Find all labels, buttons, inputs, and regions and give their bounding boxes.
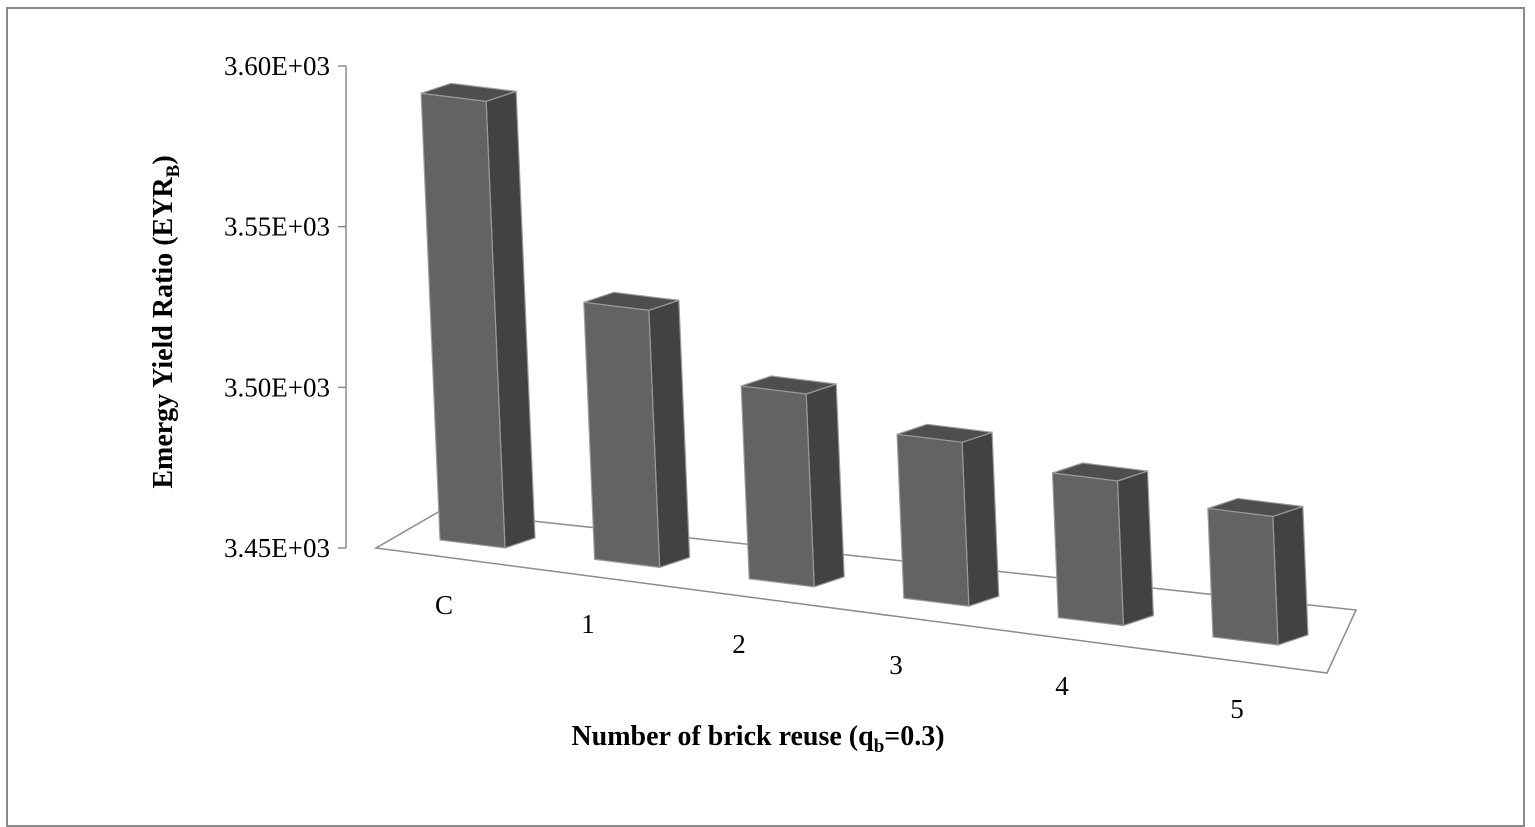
- x-tick-label: 5: [1230, 694, 1244, 724]
- bar-front: [1207, 507, 1279, 646]
- bar-front: [583, 301, 661, 569]
- x-axis-title: Number of brick reuse (qb=0.3): [571, 721, 944, 757]
- y-tick-label: 3.60E+03: [224, 51, 330, 81]
- y-tick-labels: 3.45E+03 3.50E+03 3.55E+03 3.60E+03: [224, 51, 346, 563]
- bar-front: [420, 92, 506, 549]
- y-tick-label: 3.50E+03: [224, 372, 330, 402]
- x-tick-label: 3: [889, 650, 903, 680]
- bar: [1051, 462, 1155, 627]
- bar-front: [1051, 472, 1125, 627]
- bar: [583, 291, 691, 569]
- x-tick-label: 2: [732, 629, 746, 659]
- x-tick-label: 4: [1055, 671, 1069, 701]
- bar: [420, 82, 536, 549]
- bar: [1207, 497, 1309, 646]
- chart-axes: [345, 66, 1358, 674]
- y-tick-label: 3.45E+03: [224, 533, 330, 563]
- bar: [896, 423, 1000, 608]
- y-axis-title: Emergy Yield Ratio (EYRB): [148, 155, 184, 488]
- bar-series: [420, 82, 1309, 646]
- x-tick-label: C: [435, 590, 453, 620]
- bar-front: [896, 433, 970, 607]
- bar-side: [1272, 505, 1309, 646]
- floor-plane: [373, 510, 1358, 674]
- x-tick-labels: C 1 2 3 4 5: [435, 590, 1244, 724]
- y-tick-label: 3.55E+03: [224, 212, 330, 242]
- x-tick-label: 1: [581, 609, 595, 639]
- bar: [740, 375, 845, 588]
- bar-front: [740, 385, 815, 588]
